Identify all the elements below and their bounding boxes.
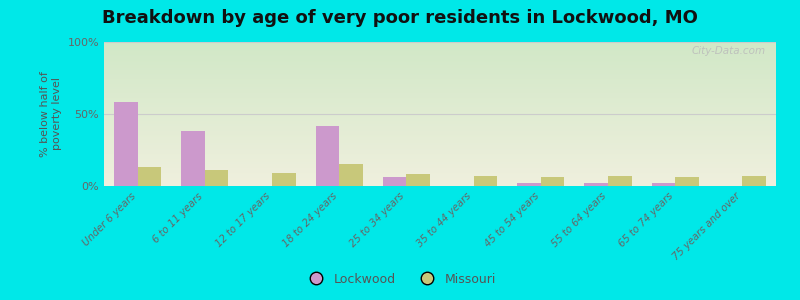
Bar [339, 164, 362, 186]
Bar [272, 173, 295, 186]
Bar [652, 183, 675, 186]
Bar [541, 177, 564, 186]
Text: Breakdown by age of very poor residents in Lockwood, MO: Breakdown by age of very poor residents … [102, 9, 698, 27]
Bar [518, 183, 541, 186]
Bar [742, 176, 766, 186]
Bar [316, 125, 339, 186]
Legend: Lockwood, Missouri: Lockwood, Missouri [299, 268, 501, 291]
Bar [675, 177, 698, 186]
Bar [138, 167, 161, 186]
Bar [608, 176, 631, 186]
Bar [182, 131, 205, 186]
Text: City-Data.com: City-Data.com [692, 46, 766, 56]
Bar [383, 177, 406, 186]
Bar [114, 103, 138, 186]
Bar [474, 176, 497, 186]
Bar [406, 175, 430, 186]
Bar [205, 170, 228, 186]
Y-axis label: % below half of
poverty level: % below half of poverty level [40, 71, 62, 157]
Bar [585, 183, 608, 186]
